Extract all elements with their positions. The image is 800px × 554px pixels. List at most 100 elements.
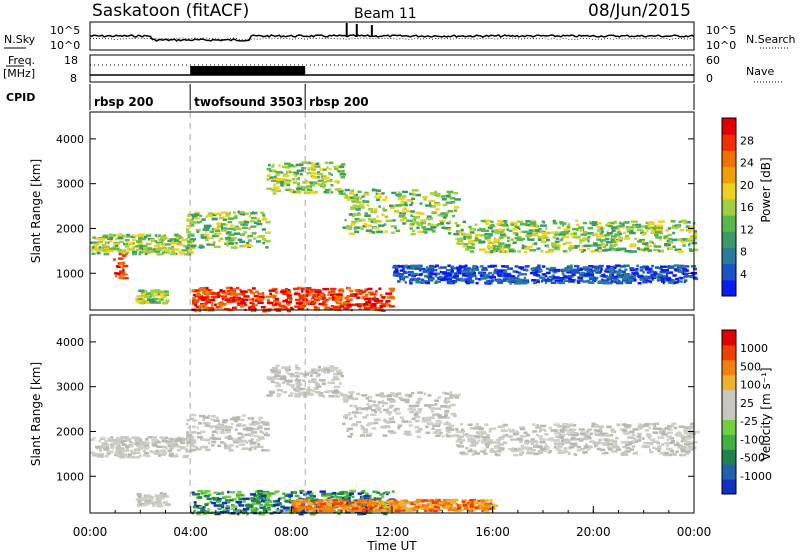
- power-echo-cell: [150, 289, 154, 292]
- velocity-echo-cell: [274, 374, 281, 377]
- velocity-echo-cell: [598, 438, 602, 442]
- power-echo-cell: [553, 233, 559, 236]
- velocity-echo-cell: [201, 445, 209, 449]
- power-echo-cell: [493, 247, 501, 251]
- velocity-echo-cell: [265, 449, 270, 452]
- velocity-echo-cell: [415, 419, 420, 423]
- velocity-echo-cell: [442, 499, 450, 502]
- velocity-echo-cell: [291, 385, 295, 389]
- power-echo-cell: [487, 265, 495, 268]
- velocity-echo-cell: [576, 437, 581, 441]
- velocity-echo-cell: [382, 502, 386, 505]
- power-echo-cell: [610, 226, 618, 229]
- power-echo-cell: [540, 280, 544, 283]
- velocity-echo-cell: [435, 434, 441, 437]
- power-echo-cell: [364, 293, 369, 297]
- velocity-echo-cell: [418, 397, 422, 400]
- power-echo-cell: [453, 232, 460, 236]
- power-echo-cell: [406, 199, 413, 202]
- velocity-echo-cell: [187, 436, 192, 440]
- power-echo-cell: [534, 269, 539, 273]
- power-echo-cell: [480, 277, 486, 280]
- power-echo-cell: [657, 274, 664, 277]
- velocity-echo-cell: [492, 441, 499, 444]
- power-echo-cell: [503, 245, 511, 249]
- velocity-echo-cell: [240, 418, 245, 422]
- velocity-echo-cell: [190, 436, 195, 439]
- power-echo-cell: [606, 266, 613, 269]
- velocity-echo-cell: [234, 507, 238, 511]
- power-echo-cell: [346, 305, 352, 308]
- velocity-echo-cell: [479, 505, 486, 508]
- velocity-ytick-label: 1000: [56, 470, 84, 483]
- velocity-echo-cell: [215, 424, 223, 427]
- power-echo-cell: [250, 219, 255, 223]
- power-echo-cell: [677, 238, 683, 241]
- power-echo-cell: [136, 248, 140, 251]
- velocity-echo-cell: [349, 397, 353, 400]
- velocity-echo-cell: [294, 371, 299, 375]
- velocity-echo-cell: [222, 419, 229, 422]
- power-echo-cell: [462, 274, 468, 277]
- power-echo-cell: [606, 222, 611, 225]
- power-echo-cell: [409, 192, 414, 196]
- power-echo-cell: [582, 221, 587, 225]
- velocity-echo-cell: [533, 445, 538, 448]
- power-echo-cell: [592, 279, 597, 282]
- power-echo-cell: [562, 242, 567, 246]
- velocity-echo-cell: [644, 423, 649, 426]
- power-echo-cell: [680, 277, 683, 280]
- velocity-echo-cell: [526, 449, 530, 452]
- power-echo-cell: [474, 236, 478, 239]
- power-echo-cell: [145, 234, 152, 237]
- velocity-echo-cell: [317, 392, 321, 396]
- velocity-echo-cell: [329, 509, 334, 512]
- power-echo-cell: [229, 286, 233, 290]
- velocity-echo-cell: [576, 445, 582, 449]
- power-colorbar-swatch: [722, 150, 736, 168]
- power-echo-cell: [312, 294, 317, 297]
- power-echo-cell: [438, 266, 441, 270]
- power-echo-cell: [296, 187, 303, 190]
- velocity-echo-cell: [518, 447, 526, 450]
- power-echo-cell: [206, 295, 209, 298]
- velocity-echo-cell: [315, 385, 322, 388]
- power-echo-cell: [406, 219, 414, 222]
- velocity-echo-cell: [237, 436, 242, 440]
- power-echo-cell: [689, 249, 693, 253]
- velocity-echo-cell: [418, 503, 423, 507]
- power-echo-cell: [454, 272, 458, 275]
- velocity-echo-cell: [388, 406, 393, 409]
- velocity-echo-cell: [365, 408, 369, 411]
- power-echo-cell: [674, 224, 682, 227]
- power-echo-cell: [130, 247, 136, 251]
- power-echo-cell: [137, 242, 143, 245]
- power-echo-cell: [257, 292, 264, 296]
- velocity-echo-cell: [365, 434, 372, 437]
- power-echo-cell: [562, 268, 568, 272]
- power-echo-cell: [377, 192, 381, 196]
- power-echo-cell: [240, 300, 245, 303]
- velocity-echo-cell: [235, 493, 243, 497]
- power-echo-cell: [594, 248, 599, 252]
- power-echo-cell: [497, 230, 504, 233]
- power-colorbar-swatch: [722, 134, 736, 151]
- power-echo-cell: [138, 236, 143, 240]
- velocity-echo-cell: [450, 506, 455, 509]
- velocity-echo-cell: [164, 492, 167, 496]
- power-echo-cell: [430, 227, 436, 231]
- velocity-echo-cell: [343, 499, 349, 502]
- power-echo-cell: [499, 236, 504, 239]
- velocity-echo-cell: [215, 500, 222, 503]
- velocity-echo-cell: [418, 427, 422, 431]
- velocity-echo-cell: [351, 507, 359, 510]
- power-echo-cell: [290, 307, 294, 311]
- velocity-echo-cell: [154, 494, 158, 497]
- velocity-echo-cell: [487, 505, 492, 508]
- power-echo-cell: [176, 241, 181, 245]
- velocity-echo-cell: [275, 509, 281, 512]
- power-echo-cell: [430, 226, 437, 229]
- velocity-echo-cell: [612, 430, 616, 433]
- velocity-echo-cell: [467, 439, 473, 443]
- velocity-echo-cell: [661, 430, 664, 434]
